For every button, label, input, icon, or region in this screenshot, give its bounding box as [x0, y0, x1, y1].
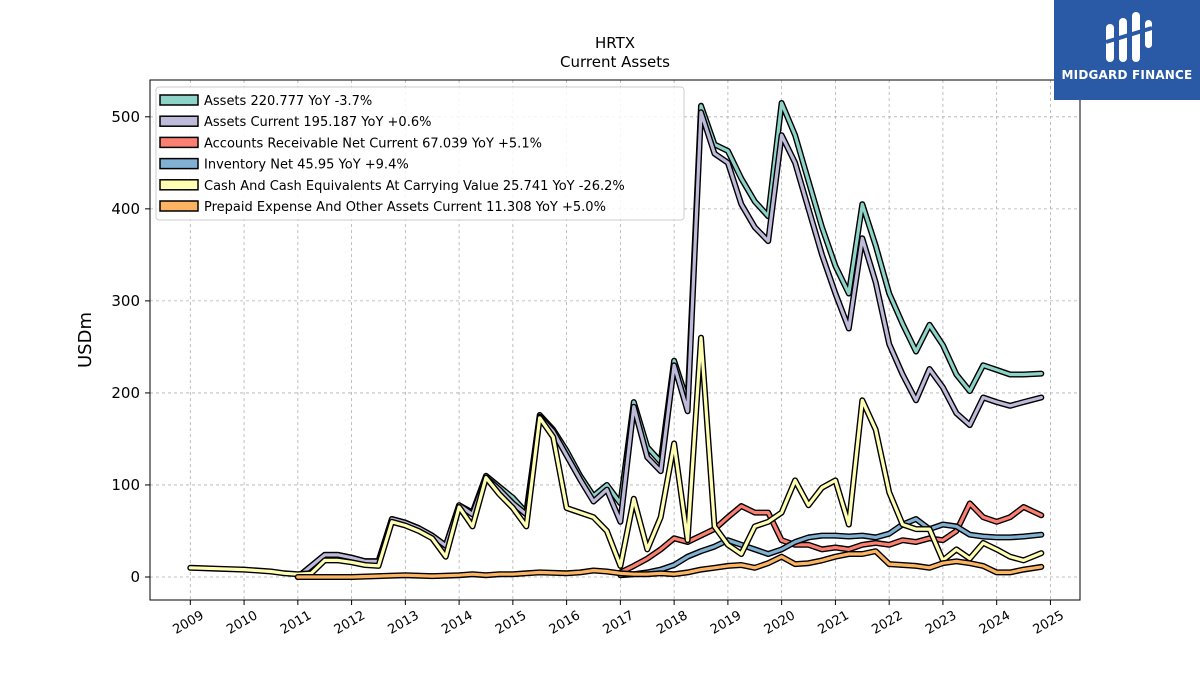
x-tick-label: 2022: [869, 608, 905, 638]
y-axis-label: USDm: [75, 312, 96, 368]
x-tick-label: 2009: [170, 608, 206, 638]
series-lines: [187, 100, 1045, 580]
x-tick-label: 2021: [816, 608, 852, 638]
x-tick-label: 2018: [654, 608, 690, 638]
legend-swatch: [159, 200, 199, 212]
brand-logo: MIDGARD FINANCE: [1054, 0, 1200, 100]
x-axis: 2009 2010 2011 2012 2013 2014 2015 2016 2017 2018…: [170, 600, 1067, 638]
x-tick-label: 2016: [547, 608, 583, 638]
x-tick-label: 2020: [762, 608, 798, 638]
plot-frame: [149, 79, 1081, 601]
x-tick-label: 2025: [1031, 608, 1067, 638]
legend-swatch: [159, 136, 199, 149]
y-tick-label: 400: [111, 200, 140, 218]
legend-entry: Assets Current 195.187 YoY +0.6%: [204, 115, 431, 130]
legend-entry: Inventory Net 45.95 YoY +9.4%: [204, 158, 409, 173]
legend-box: [155, 86, 685, 221]
y-tick-label: 100: [111, 476, 140, 494]
legend-entry: Cash And Cash Equivalents At Carrying Va…: [204, 179, 625, 194]
series-line-3: [618, 517, 1043, 577]
chart-title: HRTX: [595, 34, 635, 52]
legend-entry: Prepaid Expense And Other Assets Current…: [204, 200, 606, 215]
x-tick-label: 2023: [923, 608, 959, 638]
x-tick-label: 2017: [601, 608, 637, 638]
legend-swatch: [159, 157, 199, 170]
x-tick-label: 2010: [224, 608, 260, 638]
series-line-5: [296, 549, 1043, 579]
y-tick-label: 200: [111, 384, 140, 402]
legend: Assets 220.777 YoY -3.7% Assets Current 1…: [155, 86, 685, 221]
legend-swatch: [159, 94, 199, 106]
x-tick-label: 2011: [278, 608, 314, 638]
x-tick-label: 2013: [386, 608, 422, 638]
legend-swatch: [159, 115, 199, 127]
legend-entry: Assets 220.777 YoY -3.7%: [204, 94, 372, 109]
x-tick-label: 2012: [332, 608, 368, 638]
y-tick-label: 0: [130, 568, 140, 586]
chart-subtitle: Current Assets: [560, 53, 670, 71]
y-tick-label: 500: [111, 108, 140, 126]
brand-name: MIDGARD FINANCE: [1061, 68, 1193, 82]
legend-entry: Accounts Receivable Net Current 67.039 Y…: [204, 136, 542, 151]
x-tick-label: 2024: [977, 608, 1013, 638]
x-tick-label: 2019: [708, 608, 744, 638]
y-axis: 0 100 200 300 400 500: [111, 108, 150, 586]
y-tick-label: 300: [111, 292, 140, 310]
x-tick-label: 2014: [439, 608, 475, 638]
x-tick-label: 2015: [493, 608, 529, 638]
series-line-4: [188, 336, 1043, 576]
legend-swatch: [159, 179, 199, 191]
midgard-logo-icon: [1105, 12, 1153, 62]
